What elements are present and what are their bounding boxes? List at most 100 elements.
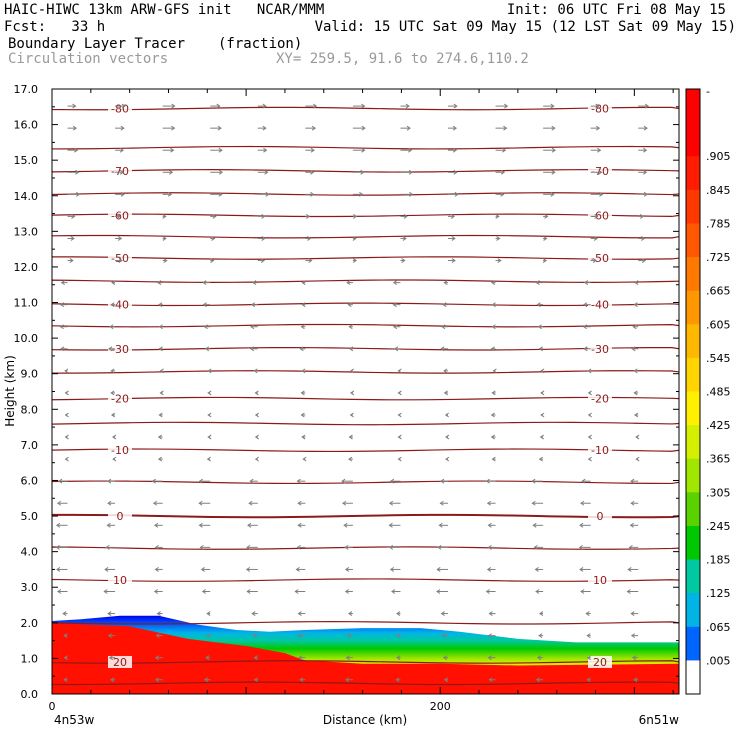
vector-head [296, 544, 301, 550]
vector-head [543, 236, 548, 241]
vector-head [55, 544, 60, 550]
vector-head [635, 456, 640, 462]
vector-head [200, 567, 205, 572]
vector-head [550, 103, 555, 109]
vector-head [218, 147, 223, 153]
vector-head [313, 103, 318, 109]
colorbar-segment [686, 189, 700, 224]
vector-head [206, 456, 211, 462]
colorbar-label: .665 [706, 285, 731, 298]
vector-head [154, 522, 159, 528]
vector-head [70, 236, 75, 241]
x-endpoint-left: 4n53w [54, 713, 95, 727]
vector-head [199, 544, 204, 550]
vector-head [167, 191, 173, 197]
contour-line [52, 681, 679, 686]
vector-head [391, 589, 396, 594]
vector-head [158, 346, 163, 352]
contour-label-bg [108, 574, 132, 587]
vector-head [297, 633, 302, 639]
vector-head [641, 236, 646, 241]
vector-head [349, 390, 355, 396]
vector-head [581, 478, 586, 484]
vector-head [361, 103, 366, 109]
vector-head [63, 633, 68, 639]
vector-head [442, 655, 448, 661]
vector-head [500, 169, 506, 175]
vector-head [437, 544, 442, 550]
contour-line [52, 279, 679, 283]
vector-head [580, 500, 585, 506]
vector-head [406, 125, 411, 131]
vector-head [159, 368, 164, 374]
contour-label: -40 [111, 298, 129, 311]
vector-head [248, 500, 253, 506]
vector-head [395, 677, 400, 683]
colorbar-label: - [706, 85, 710, 98]
vector-head [388, 500, 394, 506]
vector-head [170, 147, 175, 153]
contour-label: 10 [113, 574, 127, 587]
contour-label-bg [588, 444, 612, 457]
vector-head [204, 346, 210, 352]
vector-head [641, 258, 647, 263]
vector-head [261, 236, 266, 241]
colorbar-segment [686, 391, 700, 426]
vector-head [536, 302, 541, 308]
contour-label-bg [108, 392, 132, 405]
vector-head [639, 213, 645, 219]
vector-head [207, 390, 212, 396]
vector-head [262, 103, 267, 109]
vector-head [202, 302, 207, 308]
vector-head [635, 434, 640, 440]
vector-head [353, 213, 358, 219]
vector-head [389, 478, 395, 484]
vector-head [60, 280, 65, 286]
vector-head [345, 677, 350, 683]
contour-label-bg [588, 102, 612, 115]
vector-head [254, 412, 260, 418]
vector-head [120, 125, 125, 131]
vector-head [540, 390, 545, 396]
vector-head [403, 213, 408, 219]
vector-head [203, 324, 208, 330]
vector-head [108, 346, 113, 352]
vector-head [254, 434, 260, 440]
vector-head [389, 567, 395, 572]
y-tick-label: 6.0 [21, 474, 39, 487]
x-tick-label: 200 [430, 700, 451, 713]
vector-head [445, 434, 450, 440]
vector-head [452, 147, 457, 153]
vector-head [346, 633, 352, 639]
y-tick-label: 14.0 [14, 190, 39, 203]
vector-head [207, 434, 212, 440]
vector-head [443, 677, 448, 683]
vector-head [348, 324, 353, 330]
vector-head [349, 412, 354, 418]
vector-head [579, 522, 584, 528]
vector-head [532, 522, 537, 528]
y-tick-label: 4.0 [21, 546, 39, 559]
contour-label-bg [108, 102, 132, 115]
valid-time: Valid: 15 UTC Sat 09 May 15 (12 LST Sat … [314, 19, 736, 35]
vector-head [497, 258, 502, 263]
vector-head [440, 478, 445, 484]
vector-head [156, 611, 161, 616]
y-tick-label: 15.0 [14, 154, 39, 167]
vector-head [203, 677, 209, 683]
vector-head [451, 258, 456, 263]
vector-head [344, 589, 349, 594]
vector-head [345, 655, 350, 661]
vector-head [263, 147, 268, 153]
contour-line [52, 621, 679, 625]
y-tick-label: 17.0 [14, 83, 39, 96]
vector-head [388, 544, 394, 550]
vector-head [534, 567, 539, 572]
vector-head [121, 103, 126, 109]
contour-label-bg [108, 342, 132, 355]
vector-head [300, 390, 305, 396]
contour-label-bg [588, 209, 612, 222]
tracer-core-area [52, 622, 679, 694]
vector-head [537, 324, 542, 330]
vector-head [112, 456, 117, 462]
